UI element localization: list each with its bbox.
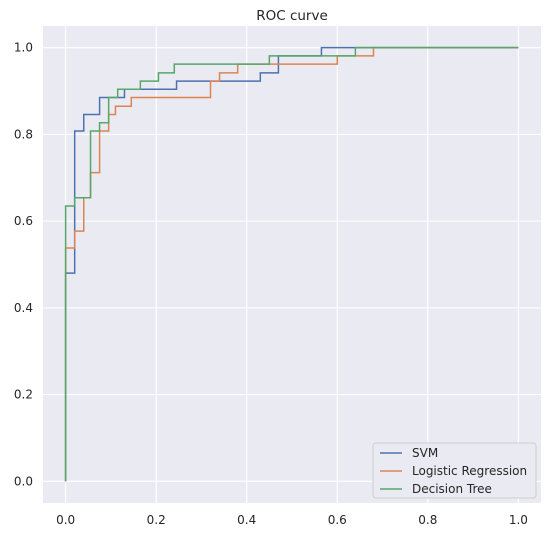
y-tick-labels: 0.0 0.2 0.4 0.6 0.8 1.0 [14,41,33,489]
legend: SVM Logistic Regression Decision Tree [372,442,537,499]
y-tick-label: 0.4 [14,301,33,315]
legend-label: Decision Tree [412,482,492,496]
chart-title: ROC curve [256,8,328,24]
x-tick-label: 1.0 [509,513,528,527]
x-tick-labels: 0.0 0.2 0.4 0.6 0.8 1.0 [56,513,528,527]
series-line-logistic-regression [64,46,519,482]
x-tick-label: 0.0 [56,513,75,527]
legend-label: SVM [412,446,438,460]
series-lines [64,46,519,482]
x-tick-label: 0.6 [328,513,347,527]
y-tick-label: 0.2 [14,388,33,402]
y-tick-label: 0.8 [14,127,33,141]
y-tick-label: 0.0 [14,474,33,488]
legend-box [372,442,537,499]
x-tick-label: 0.8 [418,513,437,527]
y-tick-label: 1.0 [14,41,33,55]
legend-label: Logistic Regression [412,464,527,478]
x-tick-label: 0.2 [147,513,166,527]
grid-lines [43,26,541,503]
series-line-decision-tree [64,46,519,482]
y-tick-label: 0.6 [14,214,33,228]
x-tick-label: 0.4 [237,513,256,527]
